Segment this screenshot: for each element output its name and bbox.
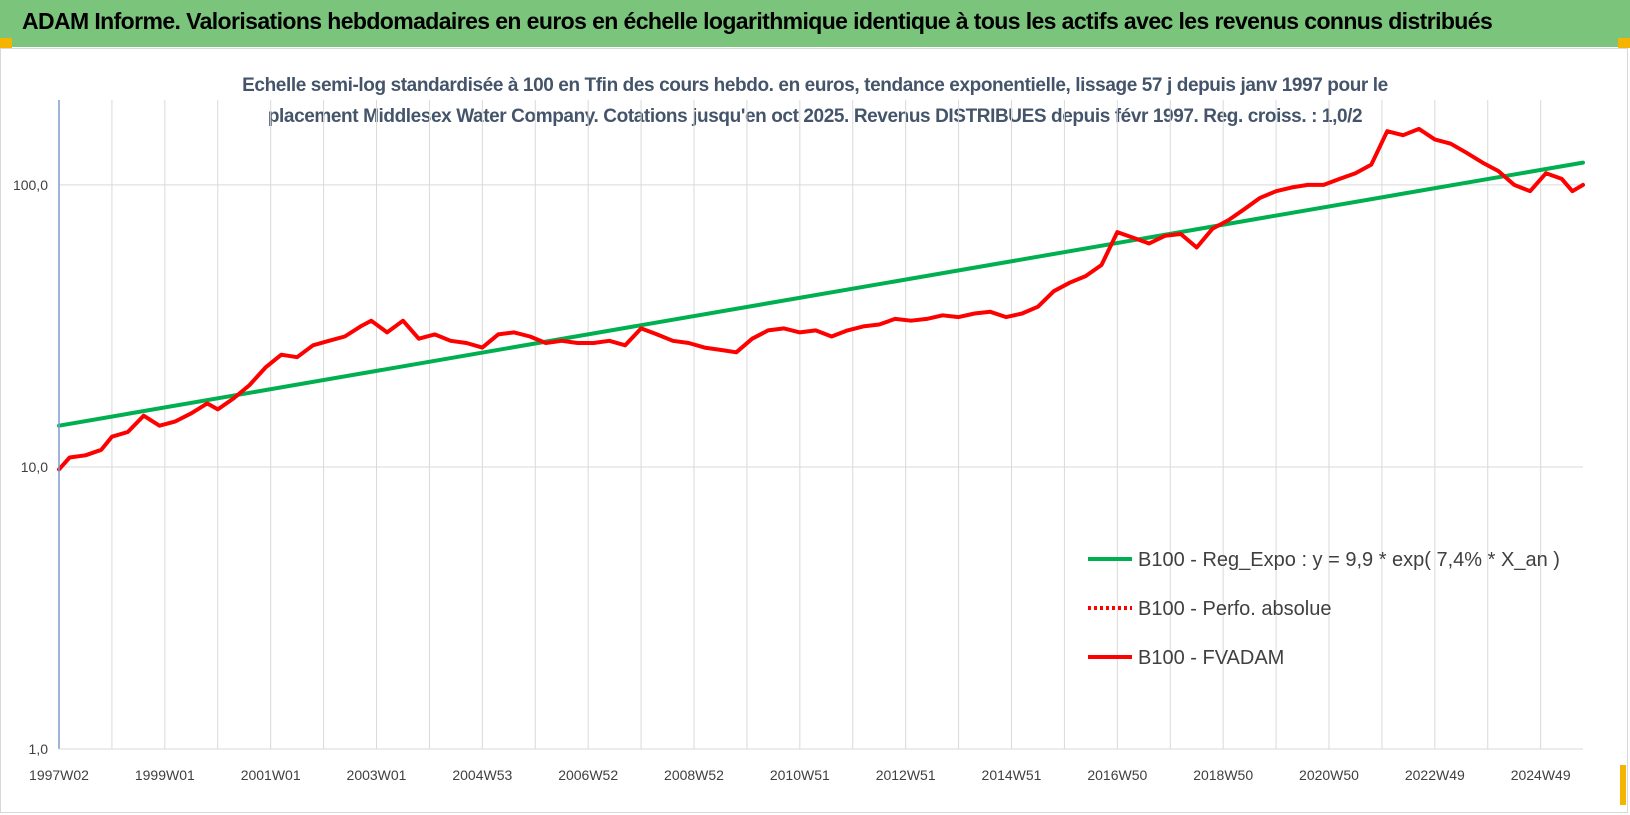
header-banner: ADAM Informe. Valorisations hebdomadaire… [0, 0, 1630, 47]
legend-label-0: B100 - Reg_Expo : y = 9,9 * exp( 7,4% * … [1138, 549, 1560, 571]
chart-title-line1: Echelle semi-log standardisée à 100 en T… [242, 75, 1388, 96]
series-line-2 [57, 126, 1585, 472]
y-tick-label: 10,0 [21, 459, 48, 475]
page-title: ADAM Informe. Valorisations hebdomadaire… [22, 8, 1493, 34]
x-tick-label: 2010W51 [770, 767, 830, 783]
series-line-0 [57, 160, 1585, 428]
legend: B100 - Reg_Expo : y = 9,9 * exp( 7,4% * … [1088, 549, 1560, 669]
x-tick-label: 2016W50 [1087, 767, 1147, 783]
x-tick-label: 2008W52 [664, 767, 724, 783]
x-tick-label: 2024W49 [1511, 767, 1571, 783]
y-tick-label: 1,0 [29, 741, 49, 757]
x-tick-label: 2012W51 [876, 767, 936, 783]
x-tick-label: 2014W51 [982, 767, 1042, 783]
axes: 1,0 10,0 100,0 1997W02 1999W01 2001W01 2003W01… [13, 100, 1583, 783]
corner-mark-left [0, 38, 12, 48]
corner-mark-bottom-right [1620, 765, 1626, 805]
x-tick-label: 2020W50 [1299, 767, 1359, 783]
x-tick-label: 2022W49 [1405, 767, 1465, 783]
x-tick-label: 2003W01 [347, 767, 407, 783]
chart-title-line2: placement Middlesex Water Company. Cotat… [267, 106, 1363, 127]
x-tick-label: 2006W52 [558, 767, 618, 783]
legend-label-2: B100 - FVADAM [1138, 647, 1284, 669]
grid-lines [58, 100, 1583, 750]
x-tick-label: 2004W53 [452, 767, 512, 783]
legend-label-1: B100 - Perfo. absolue [1138, 598, 1331, 620]
x-tick-label: 2018W50 [1193, 767, 1253, 783]
x-tick-label: 1999W01 [135, 767, 195, 783]
series-lines [57, 126, 1585, 472]
x-tick-label: 1997W02 [29, 767, 89, 783]
chart-title: Echelle semi-log standardisée à 100 en T… [170, 70, 1460, 132]
chart-frame [0, 48, 1628, 813]
y-tick-label: 100,0 [13, 177, 48, 193]
x-tick-label: 2001W01 [241, 767, 301, 783]
corner-mark-right [1618, 38, 1630, 48]
